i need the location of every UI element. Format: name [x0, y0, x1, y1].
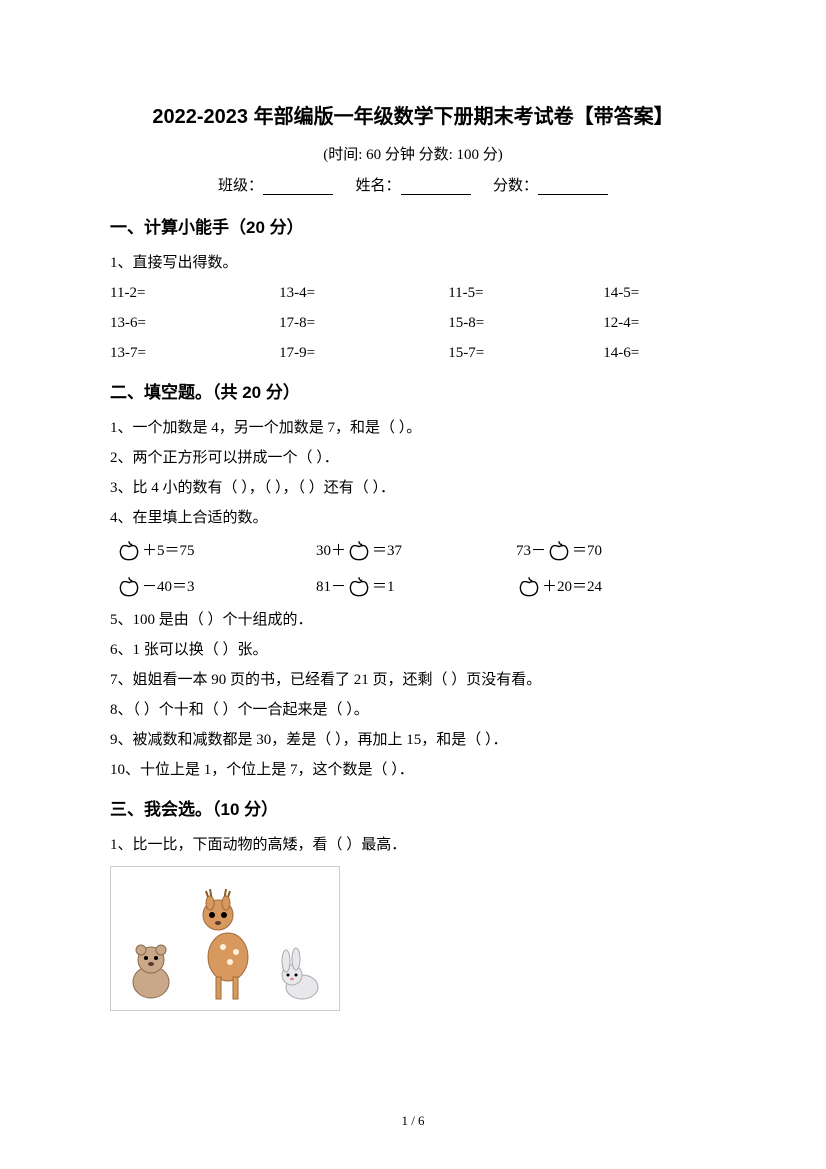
apple-icon — [346, 574, 372, 600]
eq-post: －40＝3 — [142, 569, 195, 605]
s3-q1: 1、比一比，下面动物的高矮，看（ ）最高． — [110, 830, 716, 860]
apple-icon — [116, 538, 142, 564]
bear-icon — [124, 942, 179, 1002]
calc-item: 13-6= — [110, 308, 279, 338]
eq-pre: 30＋ — [316, 533, 346, 569]
s2-q3: 3、比 4 小的数有（ ），（ ），（ ）还有（ ）． — [110, 473, 716, 503]
class-label: 班级： — [218, 178, 263, 194]
deer-icon — [188, 887, 263, 1002]
calc-item: 11-2= — [110, 278, 279, 308]
section3-title: 三、我会选。（10 分） — [110, 795, 716, 820]
calc-item: 14-6= — [603, 338, 716, 368]
calc-item: 17-9= — [279, 338, 448, 368]
name-blank — [401, 179, 471, 195]
eq-post: ＝70 — [572, 533, 602, 569]
eq-item: ＋20＝24 — [516, 569, 716, 605]
score-blank — [538, 179, 608, 195]
calc-item: 15-8= — [448, 308, 603, 338]
s1-q1: 1、直接写出得数。 — [110, 248, 716, 278]
eq-item: 30＋ ＝37 — [316, 533, 516, 569]
apple-icon — [346, 538, 372, 564]
eq-item: 73－ ＝70 — [516, 533, 716, 569]
eq-post: ＝1 — [372, 569, 395, 605]
page-number: 1 / 6 — [0, 1113, 826, 1129]
s2-q2: 2、两个正方形可以拼成一个（ ）． — [110, 443, 716, 473]
calc-item: 11-5= — [448, 278, 603, 308]
exam-subtitle: (时间: 60 分钟 分数: 100 分) — [110, 143, 716, 164]
info-row: 班级： 姓名： 分数： — [110, 174, 716, 195]
eq-item: －40＝3 — [116, 569, 316, 605]
calc-item: 15-7= — [448, 338, 603, 368]
calc-item: 12-4= — [603, 308, 716, 338]
name-label: 姓名： — [355, 178, 400, 194]
s2-q1: 1、一个加数是 4，另一个加数是 7，和是（ ）。 — [110, 413, 716, 443]
s2-q10: 10、十位上是 1，个位上是 7，这个数是（ ）． — [110, 755, 716, 785]
calc-row: 11-2= 13-4= 11-5= 14-5= — [110, 278, 716, 308]
calc-item: 13-7= — [110, 338, 279, 368]
exam-title: 2022-2023 年部编版一年级数学下册期末考试卷【带答案】 — [110, 100, 716, 129]
apple-icon — [546, 538, 572, 564]
eq-pre: 81－ — [316, 569, 346, 605]
s2-q4: 4、在里填上合适的数。 — [110, 503, 716, 533]
apple-icon — [116, 574, 142, 600]
class-blank — [263, 179, 333, 195]
calc-item: 14-5= — [603, 278, 716, 308]
eq-item: 81－ ＝1 — [316, 569, 516, 605]
eq-post: ＋20＝24 — [542, 569, 602, 605]
apple-icon — [516, 574, 542, 600]
eq-row-2: －40＝3 81－ ＝1 ＋20＝24 — [110, 569, 716, 605]
animals-image — [110, 866, 340, 1011]
score-label: 分数： — [493, 178, 538, 194]
calc-item: 17-8= — [279, 308, 448, 338]
calc-row: 13-6= 17-8= 15-8= 12-4= — [110, 308, 716, 338]
eq-post: ＝37 — [372, 533, 402, 569]
s2-q6: 6、1 张可以换（ ）张。 — [110, 635, 716, 665]
eq-item: ＋5＝75 — [116, 533, 316, 569]
s2-q8: 8、（ ）个十和（ ）个一合起来是（ ）。 — [110, 695, 716, 725]
section2-title: 二、填空题。（共 20 分） — [110, 378, 716, 403]
section1-title: 一、计算小能手（20 分） — [110, 213, 716, 238]
s2-q7: 7、姐姐看一本 90 页的书，已经看了 21 页，还剩（ ）页没有看。 — [110, 665, 716, 695]
eq-pre: 73－ — [516, 533, 546, 569]
eq-row-1: ＋5＝75 30＋ ＝37 73－ ＝70 — [110, 533, 716, 569]
rabbit-icon — [272, 947, 327, 1002]
s2-q5: 5、100 是由（ ）个十组成的． — [110, 605, 716, 635]
eq-post: ＋5＝75 — [142, 533, 195, 569]
calc-row: 13-7= 17-9= 15-7= 14-6= — [110, 338, 716, 368]
calc-item: 13-4= — [279, 278, 448, 308]
s2-q9: 9、被减数和减数都是 30，差是（ ），再加上 15，和是（ ）． — [110, 725, 716, 755]
